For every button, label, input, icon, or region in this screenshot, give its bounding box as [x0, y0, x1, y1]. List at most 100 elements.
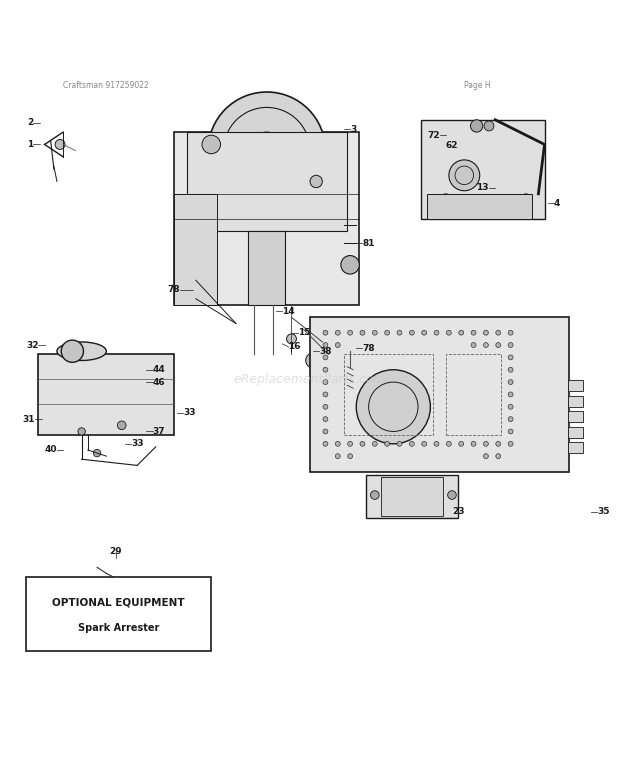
Text: 1: 1	[27, 140, 33, 149]
Circle shape	[484, 441, 489, 446]
Circle shape	[508, 343, 513, 347]
Circle shape	[356, 370, 430, 443]
Circle shape	[459, 330, 464, 335]
Circle shape	[335, 454, 340, 459]
Circle shape	[323, 404, 328, 409]
Circle shape	[448, 490, 456, 500]
Text: Craftsman 917259022: Craftsman 917259022	[63, 81, 149, 90]
Circle shape	[422, 330, 427, 335]
Circle shape	[440, 194, 452, 206]
Circle shape	[94, 449, 101, 457]
Circle shape	[117, 421, 126, 430]
Circle shape	[409, 330, 414, 335]
Circle shape	[323, 417, 328, 421]
Text: 33: 33	[184, 409, 196, 418]
Circle shape	[508, 355, 513, 360]
Circle shape	[397, 441, 402, 446]
Circle shape	[409, 441, 414, 446]
Circle shape	[323, 380, 328, 384]
Text: 38: 38	[319, 346, 332, 356]
Circle shape	[508, 417, 513, 421]
Circle shape	[335, 441, 340, 446]
Text: 15: 15	[298, 328, 310, 337]
Circle shape	[446, 441, 451, 446]
Circle shape	[78, 428, 86, 435]
Circle shape	[373, 441, 378, 446]
Circle shape	[496, 441, 501, 446]
Bar	[366, 475, 458, 518]
Circle shape	[520, 194, 532, 206]
Circle shape	[202, 135, 221, 154]
Circle shape	[323, 343, 328, 347]
Bar	[568, 411, 583, 422]
Circle shape	[471, 330, 476, 335]
Text: 44: 44	[153, 365, 166, 374]
Text: eReplacementParts.com: eReplacementParts.com	[234, 372, 386, 386]
Circle shape	[496, 454, 501, 459]
Circle shape	[434, 330, 439, 335]
Ellipse shape	[57, 342, 106, 361]
Circle shape	[446, 330, 451, 335]
Circle shape	[323, 429, 328, 434]
Text: 14: 14	[282, 306, 295, 315]
Text: 81: 81	[363, 239, 375, 248]
Bar	[421, 120, 544, 218]
Text: 31: 31	[23, 415, 35, 424]
Bar	[568, 396, 583, 407]
Text: 3: 3	[350, 124, 356, 133]
Text: 37: 37	[153, 427, 166, 436]
Circle shape	[286, 334, 296, 344]
Circle shape	[341, 255, 360, 274]
Circle shape	[508, 392, 513, 397]
Bar	[174, 132, 360, 305]
Text: 4: 4	[554, 199, 560, 208]
Bar	[568, 381, 583, 391]
Text: 32: 32	[26, 340, 38, 349]
Circle shape	[496, 343, 501, 347]
Circle shape	[344, 258, 356, 271]
Bar	[344, 354, 433, 434]
Circle shape	[508, 380, 513, 384]
Circle shape	[335, 343, 340, 347]
Circle shape	[508, 404, 513, 409]
Circle shape	[310, 175, 322, 188]
Text: 78: 78	[363, 343, 375, 352]
Text: 29: 29	[109, 547, 122, 556]
Text: 46: 46	[153, 377, 166, 387]
Circle shape	[434, 441, 439, 446]
Bar	[26, 577, 211, 650]
Circle shape	[459, 441, 464, 446]
Circle shape	[422, 441, 427, 446]
Bar	[310, 318, 569, 471]
Circle shape	[471, 343, 476, 347]
Circle shape	[508, 368, 513, 372]
Bar	[427, 194, 532, 218]
Circle shape	[471, 120, 483, 132]
Circle shape	[348, 454, 353, 459]
Text: 72: 72	[427, 130, 440, 139]
Circle shape	[496, 330, 501, 335]
Bar	[446, 354, 502, 434]
Circle shape	[384, 330, 389, 335]
Circle shape	[208, 92, 326, 209]
Text: Page H: Page H	[464, 81, 491, 90]
Circle shape	[323, 392, 328, 397]
Circle shape	[323, 330, 328, 335]
Text: 35: 35	[597, 507, 609, 516]
Text: 40: 40	[45, 446, 57, 455]
Circle shape	[360, 330, 365, 335]
Bar	[248, 231, 285, 305]
Text: 2: 2	[27, 118, 33, 127]
Text: 62: 62	[446, 141, 458, 150]
Circle shape	[449, 160, 480, 191]
Bar	[568, 442, 583, 453]
Circle shape	[323, 441, 328, 446]
Circle shape	[484, 330, 489, 335]
Circle shape	[484, 121, 494, 131]
Circle shape	[508, 441, 513, 446]
Bar	[568, 427, 583, 437]
Circle shape	[484, 343, 489, 347]
Bar	[187, 132, 347, 231]
Bar	[174, 194, 218, 305]
Circle shape	[384, 441, 389, 446]
